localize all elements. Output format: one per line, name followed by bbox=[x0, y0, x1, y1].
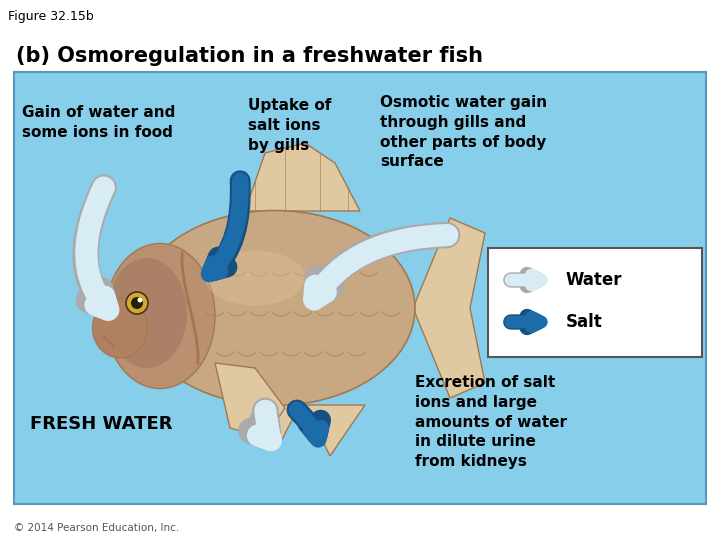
Text: FRESH WATER: FRESH WATER bbox=[30, 415, 173, 433]
Polygon shape bbox=[215, 363, 285, 438]
Polygon shape bbox=[245, 143, 360, 211]
Ellipse shape bbox=[107, 258, 187, 368]
Ellipse shape bbox=[131, 297, 143, 309]
Text: Osmotic water gain
through gills and
other parts of body
surface: Osmotic water gain through gills and oth… bbox=[380, 95, 547, 170]
FancyBboxPatch shape bbox=[488, 248, 702, 357]
Polygon shape bbox=[270, 405, 300, 443]
Ellipse shape bbox=[138, 298, 143, 302]
Ellipse shape bbox=[105, 244, 215, 388]
Polygon shape bbox=[305, 405, 365, 456]
Text: Salt: Salt bbox=[566, 313, 603, 331]
Text: © 2014 Pearson Education, Inc.: © 2014 Pearson Education, Inc. bbox=[14, 523, 179, 533]
Ellipse shape bbox=[92, 298, 148, 358]
Ellipse shape bbox=[205, 251, 305, 306]
Text: Uptake of
salt ions
by gills: Uptake of salt ions by gills bbox=[248, 98, 331, 153]
Text: Water: Water bbox=[566, 271, 623, 289]
Text: Excretion of salt
ions and large
amounts of water
in dilute urine
from kidneys: Excretion of salt ions and large amounts… bbox=[415, 375, 567, 469]
Text: Gain of water and
some ions in food: Gain of water and some ions in food bbox=[22, 105, 176, 140]
Polygon shape bbox=[413, 218, 485, 398]
Ellipse shape bbox=[135, 211, 415, 406]
Ellipse shape bbox=[126, 292, 148, 314]
FancyBboxPatch shape bbox=[14, 72, 706, 504]
Text: (b) Osmoregulation in a freshwater fish: (b) Osmoregulation in a freshwater fish bbox=[16, 46, 483, 66]
Text: Figure 32.15b: Figure 32.15b bbox=[8, 10, 94, 23]
